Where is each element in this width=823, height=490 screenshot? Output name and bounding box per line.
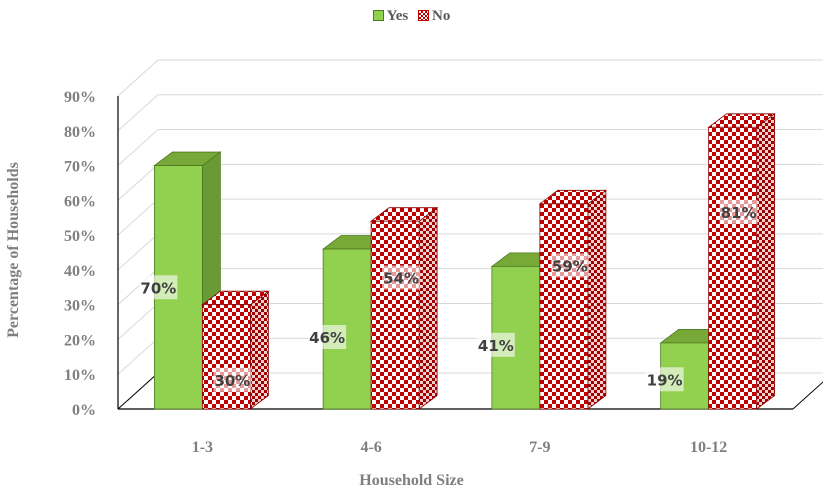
- x-tick-label: 7-9: [529, 439, 550, 456]
- y-tick-label: 50%: [64, 228, 96, 245]
- gridline-diagonal: [117, 129, 159, 166]
- y-tick-label: 80%: [64, 124, 96, 141]
- data-label-no: 54%: [383, 270, 419, 288]
- data-label-bg: [139, 275, 178, 300]
- legend-item-yes: Yes: [372, 8, 409, 25]
- data-label-yes: 19%: [647, 371, 683, 389]
- chart-legend: Yes No: [0, 8, 823, 25]
- x-tick-label: 10-12: [690, 439, 727, 456]
- y-tick-label: 70%: [64, 159, 96, 176]
- bar-side-no: [249, 290, 269, 410]
- gridline-diagonal: [117, 94, 159, 132]
- x-axis-title: Household Size: [359, 472, 464, 489]
- gridline-diagonal: [117, 163, 159, 201]
- y-axis-title: Percentage of Households: [5, 162, 22, 338]
- data-label-bg: [476, 332, 515, 357]
- legend-swatch-no: [418, 10, 430, 21]
- floor-left-edge: [117, 372, 159, 410]
- y-tick-label: 40%: [64, 263, 96, 280]
- bar-side-no: [587, 189, 607, 410]
- bar-no-1-3: [201, 304, 251, 410]
- x-tick-label: 4-6: [360, 439, 381, 456]
- bar-side-no: [418, 206, 438, 410]
- data-label-bg: [719, 199, 758, 224]
- y-tick-label: 90%: [64, 89, 96, 106]
- data-label-no: 81%: [721, 204, 757, 222]
- gridline-diagonal: [117, 337, 159, 375]
- data-label-bg: [645, 367, 684, 392]
- gridline-diagonal: [117, 198, 159, 236]
- data-label-no: 59%: [552, 257, 588, 275]
- legend-swatch-yes: [372, 10, 384, 21]
- data-label-yes: 70%: [140, 279, 176, 297]
- data-label-bg: [308, 325, 347, 350]
- bar-no-10-12: [708, 126, 758, 410]
- bar-side-no: [756, 113, 776, 410]
- data-label-no: 30%: [214, 372, 250, 390]
- bar-no-7-9: [539, 203, 589, 410]
- gridline-diagonal: [117, 233, 159, 271]
- gridline-diagonal: [117, 303, 159, 340]
- y-tick-label: 10%: [64, 367, 96, 384]
- legend-label-no: No: [432, 8, 451, 24]
- legend-item-no: No: [418, 8, 450, 25]
- legend-label-yes: Yes: [386, 8, 409, 24]
- data-label-bg: [550, 253, 589, 278]
- data-label-yes: 41%: [478, 337, 514, 355]
- x-tick-label: 1-3: [192, 439, 213, 456]
- y-tick-label: 0%: [72, 402, 96, 419]
- y-tick-label: 30%: [64, 298, 96, 315]
- y-tick-label: 60%: [64, 193, 96, 210]
- data-label-bg: [213, 367, 252, 392]
- y-tick-label: 20%: [64, 332, 96, 349]
- data-label-yes: 46%: [309, 329, 345, 347]
- floor-right-edge: [792, 381, 823, 410]
- gridline-diagonal: [117, 59, 159, 97]
- data-label-bg: [382, 265, 421, 290]
- gridline-diagonal: [117, 268, 159, 306]
- bar-no-4-6: [370, 220, 420, 410]
